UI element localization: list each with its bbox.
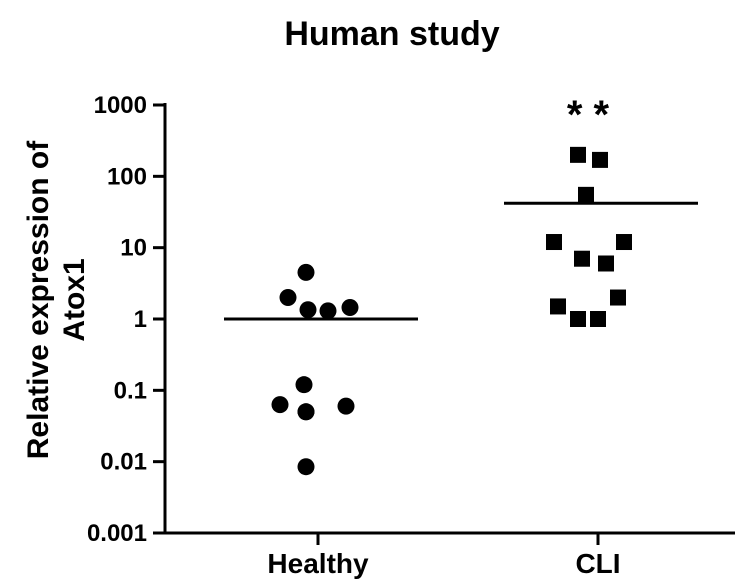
data-point-cli [570,311,586,327]
y-axis-label-line-2: Atox1 [58,258,91,341]
x-category-label: CLI [575,548,620,579]
data-point-healthy [297,458,315,476]
data-marks: * * [224,93,698,476]
data-point-healthy [297,403,315,421]
y-tick-label: 0.001 [87,520,147,547]
y-tick-label: 0.01 [100,449,147,476]
data-point-cli [546,234,562,251]
data-point-healthy [337,397,355,415]
data-point-healthy [319,302,337,320]
y-tick-label: 100 [107,163,147,190]
y-tick-label: 0.1 [114,377,147,404]
category-labels: Healthy CLI [267,533,621,579]
data-point-cli [578,186,594,203]
data-point-cli [610,289,626,306]
data-point-healthy [271,396,289,414]
y-tick-label: 10 [120,235,147,262]
data-point-healthy [299,301,317,319]
x-category-label: Healthy [267,548,369,579]
data-point-healthy [295,376,313,394]
data-point-cli [616,234,632,251]
y-ticks: 1000 100 10 1 0.1 0.01 0.001 [87,92,165,547]
data-point-cli [592,151,608,168]
data-point-cli [590,311,606,327]
data-point-cli [574,250,590,267]
significance-annotation: * * [567,93,610,137]
data-point-cli [550,298,566,315]
y-axis-label-line-1: Relative expression of [22,140,55,459]
y-tick-label: 1 [134,306,147,333]
y-tick-label: 1000 [94,92,147,119]
data-point-cli [598,255,614,272]
y-axis-label: Relative expression of Atox1 [22,140,91,459]
data-point-healthy [341,298,359,316]
chart-title: Human study [284,15,499,53]
data-point-cli [570,146,586,163]
data-point-healthy [279,289,297,307]
data-point-healthy [297,263,315,281]
